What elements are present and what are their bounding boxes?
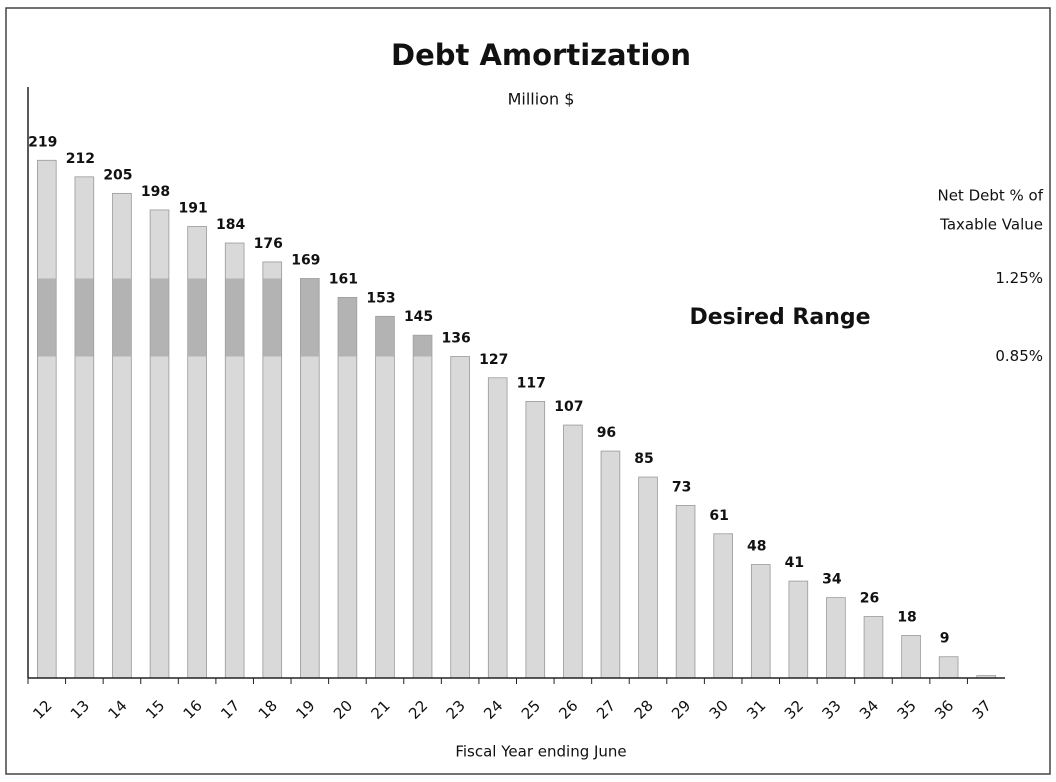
range-shade	[74, 278, 94, 357]
bar	[450, 356, 470, 679]
bar	[412, 334, 433, 679]
x-tick-label: 26	[555, 697, 581, 723]
x-axis-label: Fiscal Year ending June	[455, 743, 626, 761]
x-tick-label: 15	[142, 697, 168, 723]
range-shade	[150, 278, 169, 357]
data-label: 176	[254, 236, 283, 252]
bar	[788, 580, 809, 679]
x-tick-label: 24	[480, 697, 506, 723]
x-tick-label: 18	[255, 697, 281, 723]
x-tick-label: 35	[894, 697, 920, 723]
x-tick-label: 13	[67, 697, 93, 723]
bar	[74, 176, 95, 679]
x-tick-label: 34	[856, 697, 882, 723]
data-label: 161	[329, 271, 358, 287]
data-label: 127	[479, 352, 508, 368]
bar	[36, 159, 57, 679]
range-shade	[262, 278, 282, 357]
bar	[563, 424, 583, 679]
x-tick-label: 14	[104, 697, 130, 723]
data-label: 107	[554, 399, 583, 415]
bar	[487, 377, 508, 679]
data-label: 48	[747, 539, 766, 555]
bar	[675, 505, 696, 679]
data-label: 212	[66, 151, 95, 167]
data-label: 85	[634, 451, 653, 467]
data-label: 26	[860, 591, 879, 607]
data-label: 219	[28, 134, 57, 150]
x-tick-label: 23	[443, 697, 469, 723]
range-shade	[375, 316, 395, 357]
data-label: 61	[709, 508, 728, 524]
data-label: 153	[366, 290, 395, 306]
x-tick-label: 12	[29, 697, 55, 723]
range-shade	[338, 297, 357, 357]
range-shade	[413, 335, 432, 357]
x-tick-label: 17	[217, 697, 243, 723]
x-tick-label: 27	[593, 697, 619, 723]
range-label: Desired Range	[689, 305, 870, 330]
data-label: 18	[897, 609, 916, 625]
bar	[112, 192, 132, 679]
x-tick-label: 33	[818, 697, 844, 723]
side-note: Net Debt % of	[937, 187, 1043, 205]
chart-title: Debt Amortization	[391, 38, 691, 72]
data-label: 117	[517, 375, 546, 391]
range-shade	[225, 278, 245, 357]
data-label: 34	[822, 572, 842, 588]
x-tick-label: 30	[706, 697, 732, 723]
bar	[938, 656, 959, 679]
frame	[5, 7, 1051, 775]
x-tick-label: 25	[518, 697, 544, 723]
data-label: 198	[141, 184, 170, 200]
data-label: 73	[672, 479, 691, 495]
bar	[525, 401, 546, 679]
x-tick-label: 20	[330, 697, 356, 723]
data-label: 136	[442, 330, 471, 346]
x-tick-label: 28	[631, 697, 657, 723]
bar	[375, 315, 395, 679]
bar	[638, 476, 658, 679]
data-label: 41	[785, 555, 804, 571]
data-label: 191	[178, 200, 207, 216]
x-tick-label: 16	[180, 697, 206, 723]
chart-subtitle: Million $	[508, 90, 575, 109]
side-note: Taxable Value	[939, 216, 1043, 234]
bar	[750, 564, 771, 679]
range-shade	[37, 278, 57, 357]
data-label: 145	[404, 309, 433, 325]
x-tick-label: 37	[969, 697, 995, 723]
bar	[826, 597, 846, 679]
bar	[901, 635, 921, 679]
x-tick-label: 29	[668, 697, 694, 723]
x-tick-label: 21	[368, 697, 394, 723]
data-label: 96	[597, 425, 616, 441]
range-shade	[187, 278, 207, 357]
x-tick-label: 22	[405, 697, 431, 723]
data-label: 205	[103, 167, 132, 183]
x-tick-label: 19	[292, 697, 318, 723]
bar	[713, 533, 733, 679]
x-tick-label: 32	[781, 697, 807, 723]
bar	[863, 616, 884, 679]
data-label: 169	[291, 252, 320, 268]
range-low-label: 0.85%	[995, 347, 1043, 365]
x-tick-label: 31	[743, 697, 769, 723]
data-label: 9	[940, 631, 950, 647]
range-shade	[112, 278, 132, 357]
range-shade	[300, 278, 320, 357]
bar	[600, 450, 621, 679]
data-label: 184	[216, 217, 245, 233]
x-tick-label: 36	[931, 697, 957, 723]
range-high-label: 1.25%	[995, 269, 1043, 287]
